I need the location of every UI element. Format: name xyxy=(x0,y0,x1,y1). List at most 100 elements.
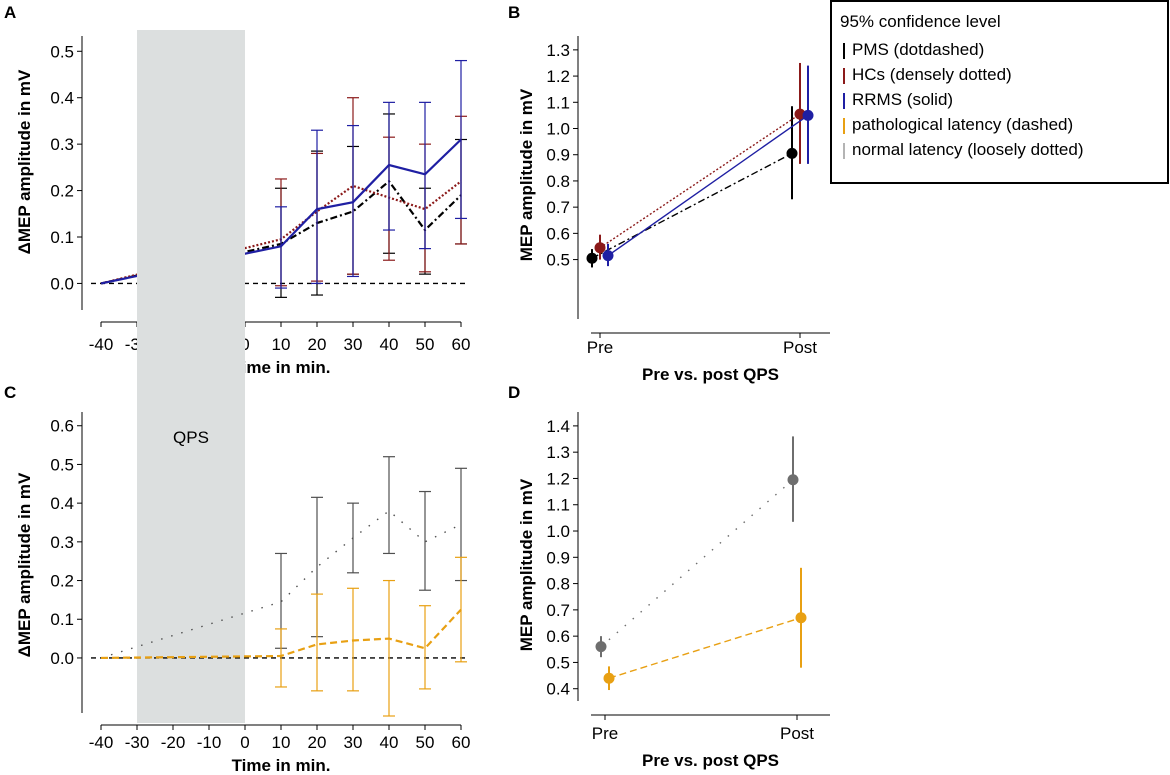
y-tick-label: 0.5 xyxy=(546,653,570,672)
data-point xyxy=(594,242,606,254)
series-line xyxy=(599,113,801,249)
data-point xyxy=(602,250,614,262)
y-tick-label: 0.5 xyxy=(546,251,570,270)
x-tick-label: -30 xyxy=(125,733,150,752)
y-tick-label: 0.1 xyxy=(50,610,74,629)
y-tick-label: 0.6 xyxy=(546,627,570,646)
x-tick-label: -40 xyxy=(89,335,114,354)
x-tick-label: -10 xyxy=(197,733,222,752)
y-tick-label: 0.8 xyxy=(546,172,570,191)
y-axis-title: ΔMEP amplitude in mV xyxy=(15,472,34,657)
y-tick-label: 1.0 xyxy=(546,522,570,541)
y-tick-label: 0.6 xyxy=(546,224,570,243)
series-pathological-latency xyxy=(100,556,467,717)
series-line xyxy=(607,114,809,257)
legend-entry-label: PMS (dotdashed) xyxy=(852,40,984,59)
x-tick-label: 60 xyxy=(452,335,471,354)
x-tick-label: 30 xyxy=(344,733,363,752)
y-tick-label: 1.4 xyxy=(546,417,570,436)
panel-d: D 0.4 0.5 0.6 0.7 0.8 0.9 1.0 1.1 1.2 1.3 1.4 Pre Pos… xyxy=(508,383,830,770)
series-rrms xyxy=(100,59,467,289)
y-tick-label: 1.2 xyxy=(546,469,570,488)
data-point xyxy=(795,612,807,624)
y-tick-label: 0.2 xyxy=(50,182,74,201)
data-point xyxy=(787,474,799,486)
x-tick-label: 20 xyxy=(308,733,327,752)
y-tick-label: 1.3 xyxy=(546,443,570,462)
y-axis-title: MEP amplitude in mV xyxy=(517,88,536,261)
x-tick-label: 40 xyxy=(380,335,399,354)
series-hcs xyxy=(594,62,806,260)
y-tick-label: 0.9 xyxy=(546,548,570,567)
y-tick-label: 0.1 xyxy=(50,228,74,247)
x-tick-label: Pre xyxy=(592,724,618,743)
y-tick-label: 0.3 xyxy=(50,135,74,154)
y-tick-label: 1.1 xyxy=(546,93,570,112)
legend-entry-label: HCs (densely dotted) xyxy=(852,65,1012,84)
x-tick-label: 60 xyxy=(452,733,471,752)
legend: 95% confidence level PMS (dotdashed) HCs (… xyxy=(830,0,1169,184)
x-tick-label: 10 xyxy=(272,733,291,752)
x-tick-label: 50 xyxy=(416,335,435,354)
qps-label: QPS xyxy=(173,428,209,447)
x-axis-title: Pre vs. post QPS xyxy=(642,365,779,384)
x-axis-title: Pre vs. post QPS xyxy=(642,751,779,770)
y-tick-label: 0.2 xyxy=(50,572,74,591)
legend-title: 95% confidence level xyxy=(840,12,1001,31)
y-tick-label: 0.5 xyxy=(50,42,74,61)
x-tick-label: 20 xyxy=(308,335,327,354)
y-tick-label: 1.2 xyxy=(546,67,570,86)
y-tick-label: 0.8 xyxy=(546,575,570,594)
series-rrms xyxy=(602,65,814,267)
x-tick-label: -20 xyxy=(161,733,186,752)
panel-letter: A xyxy=(4,3,16,22)
y-tick-label: 0.5 xyxy=(50,455,74,474)
y-tick-label: 1.1 xyxy=(546,496,570,515)
x-tick-label: 40 xyxy=(380,733,399,752)
y-tick-label: 0.6 xyxy=(50,417,74,436)
series-line xyxy=(591,152,793,259)
data-point xyxy=(603,672,615,684)
series-line xyxy=(608,617,802,679)
y-tick-label: 0.9 xyxy=(546,146,570,165)
x-tick-label: 50 xyxy=(416,733,435,752)
legend-entry-label: RRMS (solid) xyxy=(852,90,953,109)
series-line xyxy=(600,479,794,648)
y-tick-label: 1.3 xyxy=(546,41,570,60)
series-pms xyxy=(586,106,798,268)
panel-letter: C xyxy=(4,383,16,402)
legend-entry-label: pathological latency (dashed) xyxy=(852,115,1073,134)
y-axis-title: MEP amplitude in mV xyxy=(517,478,536,651)
data-point xyxy=(786,147,798,159)
series-pathological-latency xyxy=(603,567,807,691)
x-tick-label: -40 xyxy=(89,733,114,752)
y-tick-label: 0.0 xyxy=(50,274,74,293)
x-tick-label: Post xyxy=(780,724,814,743)
y-tick-label: 0.7 xyxy=(546,198,570,217)
y-axis-title: ΔMEP amplitude in mV xyxy=(15,69,34,254)
x-axis-title: Time in min. xyxy=(232,358,331,377)
y-tick-label: 0.7 xyxy=(546,601,570,620)
x-tick-label: 10 xyxy=(272,335,291,354)
panel-letter: D xyxy=(508,383,520,402)
x-tick-label: 30 xyxy=(344,335,363,354)
legend-entry-label: normal latency (loosely dotted) xyxy=(852,140,1084,159)
data-point xyxy=(802,109,814,121)
y-tick-label: 0.4 xyxy=(50,494,74,513)
series-normal-latency xyxy=(595,436,799,658)
y-tick-label: 1.0 xyxy=(546,120,570,139)
qps-shaded-region xyxy=(137,30,245,723)
y-tick-label: 0.4 xyxy=(50,89,74,108)
y-tick-label: 0.3 xyxy=(50,533,74,552)
x-tick-label: 0 xyxy=(240,733,249,752)
data-point xyxy=(595,641,607,653)
y-tick-label: 0.0 xyxy=(50,649,74,668)
x-tick-label: Post xyxy=(783,338,817,357)
panel-letter: B xyxy=(508,3,520,22)
y-tick-label: 0.4 xyxy=(546,680,570,699)
panel-c: C QPS 0.0 0.1 0.2 0.3 0.4 0.5 0.6 -40 -30 -20 -10 0 10… xyxy=(4,30,470,775)
x-axis-title: Time in min. xyxy=(232,756,331,775)
data-point xyxy=(586,252,598,264)
